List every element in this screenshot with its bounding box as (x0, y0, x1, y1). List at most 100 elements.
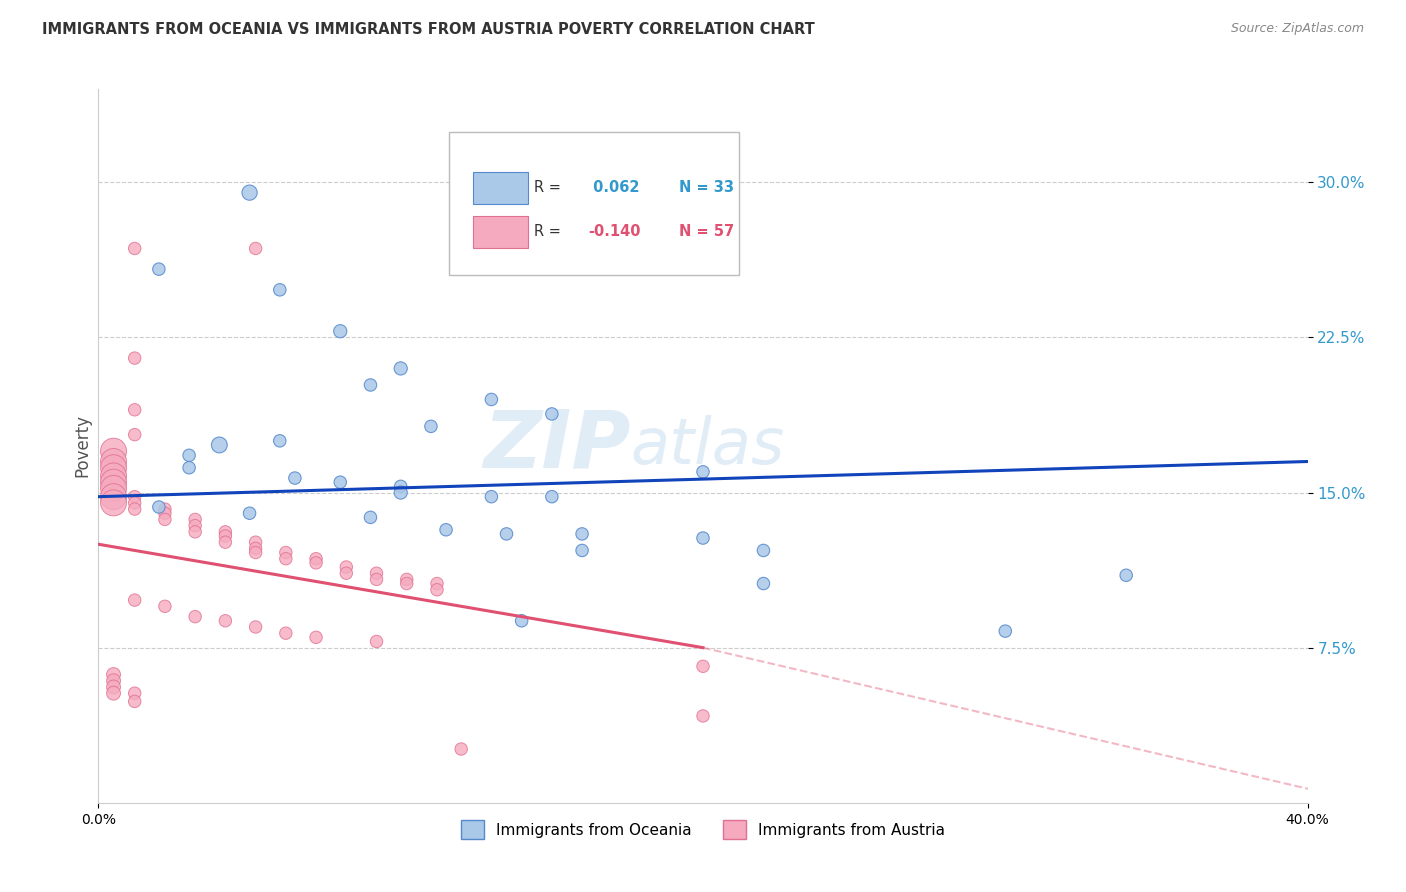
Text: R =: R = (534, 224, 561, 239)
Point (245, 620, 267, 634)
Point (692, 465, 714, 479)
Point (450, 742, 472, 756)
Point (366, 566, 388, 581)
Point (426, 576, 449, 591)
Point (103, 667, 125, 681)
Point (269, 283, 291, 297)
Text: -0.140: -0.140 (588, 224, 641, 239)
Point (245, 541, 267, 556)
Point (360, 378, 382, 392)
Point (103, 673, 125, 688)
Point (124, 490, 146, 504)
Point (389, 485, 412, 500)
Point (239, 186, 262, 200)
Point (389, 361, 412, 376)
Point (389, 479, 412, 493)
Point (571, 543, 593, 558)
FancyBboxPatch shape (474, 216, 527, 248)
Point (124, 351, 146, 365)
Point (269, 434, 291, 448)
Point (245, 545, 267, 559)
Point (103, 482, 125, 496)
Point (274, 551, 297, 566)
Point (305, 551, 328, 566)
FancyBboxPatch shape (449, 132, 740, 275)
Legend: Immigrants from Oceania, Immigrants from Austria: Immigrants from Oceania, Immigrants from… (456, 814, 950, 845)
Point (103, 686, 125, 700)
Point (510, 614, 533, 628)
Point (335, 566, 357, 581)
Point (360, 510, 382, 524)
Point (103, 475, 125, 490)
Point (208, 438, 231, 452)
Point (103, 444, 125, 458)
Point (153, 506, 176, 520)
Point (395, 573, 418, 587)
Text: ZIP: ZIP (484, 407, 630, 485)
Point (540, 490, 562, 504)
Point (103, 454, 125, 468)
Point (329, 475, 352, 490)
Point (148, 262, 170, 277)
Point (103, 469, 125, 483)
Point (239, 506, 262, 520)
Text: N = 33: N = 33 (679, 180, 734, 195)
Point (179, 448, 201, 462)
Point (103, 496, 125, 510)
Point (426, 582, 449, 597)
Text: 0.062: 0.062 (588, 180, 640, 195)
FancyBboxPatch shape (474, 172, 527, 204)
Point (214, 614, 236, 628)
Point (481, 392, 503, 407)
Y-axis label: Poverty: Poverty (73, 415, 91, 477)
Point (335, 560, 357, 574)
Point (752, 543, 775, 558)
Point (752, 576, 775, 591)
Point (184, 518, 207, 533)
Point (329, 324, 352, 338)
Point (284, 471, 307, 485)
Point (1115, 568, 1137, 582)
Point (124, 593, 146, 607)
Point (124, 242, 146, 256)
Point (481, 490, 503, 504)
Point (103, 680, 125, 694)
Point (274, 626, 297, 640)
Point (103, 490, 125, 504)
Point (366, 573, 388, 587)
Point (305, 630, 328, 644)
Point (214, 535, 236, 549)
Point (214, 529, 236, 543)
Point (692, 659, 714, 673)
Point (124, 427, 146, 442)
Point (692, 709, 714, 723)
Point (153, 502, 176, 516)
Point (124, 496, 146, 510)
Point (245, 242, 267, 256)
Point (395, 576, 418, 591)
Point (994, 624, 1017, 639)
Text: Source: ZipAtlas.com: Source: ZipAtlas.com (1230, 22, 1364, 36)
Point (124, 686, 146, 700)
Point (214, 524, 236, 539)
Point (153, 599, 176, 614)
Text: IMMIGRANTS FROM OCEANIA VS IMMIGRANTS FROM AUSTRIA POVERTY CORRELATION CHART: IMMIGRANTS FROM OCEANIA VS IMMIGRANTS FR… (42, 22, 815, 37)
Text: atlas: atlas (630, 415, 785, 477)
Point (540, 407, 562, 421)
Point (571, 527, 593, 541)
Point (103, 460, 125, 475)
Point (179, 460, 201, 475)
Point (305, 556, 328, 570)
Point (124, 402, 146, 417)
Text: N = 57: N = 57 (679, 224, 734, 239)
Point (124, 694, 146, 708)
Point (153, 512, 176, 526)
Point (184, 524, 207, 539)
Point (124, 502, 146, 516)
Point (184, 512, 207, 526)
Point (148, 500, 170, 514)
Point (692, 531, 714, 545)
Point (420, 419, 443, 434)
Point (184, 609, 207, 624)
Point (495, 527, 517, 541)
